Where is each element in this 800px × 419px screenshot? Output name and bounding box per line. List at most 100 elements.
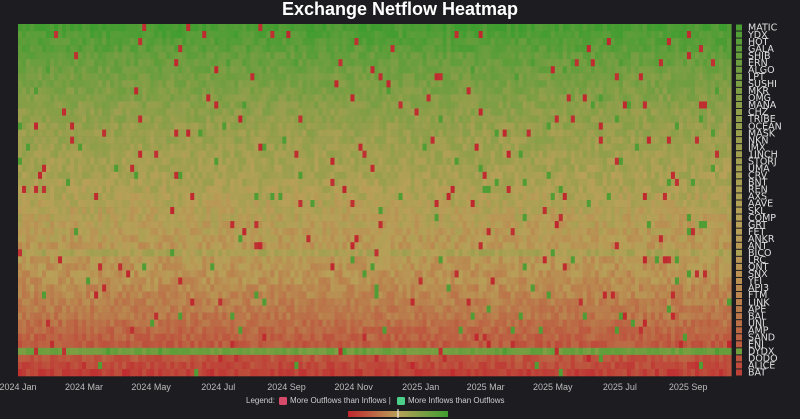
- heatmap-cell: [542, 207, 548, 215]
- heatmap-cell: [286, 66, 291, 74]
- heatmap-cell: [518, 122, 524, 130]
- heatmap-cell: [186, 192, 191, 201]
- heatmap-cell: [510, 122, 516, 130]
- heatmap-cell: [334, 94, 340, 102]
- heatmap-cell: [506, 171, 512, 180]
- heatmap-cell: [530, 136, 536, 144]
- heatmap-cell: [122, 129, 127, 137]
- heatmap-cell: [722, 192, 728, 201]
- heatmap-cell: [46, 150, 51, 159]
- heatmap-cell: [678, 66, 684, 74]
- heatmap-cell: [550, 73, 556, 81]
- heatmap-cell: [170, 45, 175, 53]
- heatmap-cell: [266, 31, 271, 39]
- heatmap-cell: [382, 80, 388, 88]
- heatmap-cell: [230, 45, 235, 53]
- heatmap-cell: [310, 115, 316, 123]
- heatmap-cell: [510, 200, 516, 208]
- heatmap-cell: [290, 59, 295, 67]
- heatmap-cell: [630, 214, 636, 222]
- heatmap-cell: [722, 129, 728, 137]
- heatmap-cell: [550, 59, 556, 67]
- heatmap-cell: [678, 178, 684, 187]
- heatmap-cell: [690, 73, 696, 81]
- heatmap-cell: [198, 108, 203, 116]
- heatmap-cell: [294, 87, 299, 95]
- heatmap-cell: [22, 73, 27, 81]
- heatmap-cell: [590, 129, 596, 137]
- heatmap-cell: [118, 164, 123, 173]
- heatmap-cell: [558, 200, 564, 208]
- heatmap-cell: [210, 129, 215, 137]
- heatmap-cell: [54, 122, 59, 130]
- heatmap-cell: [502, 192, 508, 201]
- heatmap-cell: [454, 164, 460, 173]
- heatmap-cell: [66, 129, 71, 137]
- heatmap-cell: [302, 73, 308, 81]
- heatmap-cell: [594, 157, 600, 166]
- heatmap-cell: [258, 185, 263, 194]
- heatmap-cell: [710, 80, 716, 88]
- heatmap-cell: [186, 178, 191, 187]
- heatmap-cell: [58, 108, 63, 116]
- heatmap-cell: [158, 45, 163, 53]
- heatmap-cell: [34, 150, 39, 159]
- heatmap-cell: [250, 45, 255, 53]
- heatmap-cell: [254, 122, 259, 130]
- heatmap-cell: [190, 87, 195, 95]
- heatmap-cell: [618, 192, 624, 201]
- heatmap-cell: [58, 38, 63, 46]
- heatmap-cell: [666, 24, 672, 32]
- heatmap-cell: [646, 171, 652, 180]
- heatmap-cell: [590, 185, 596, 194]
- heatmap-cell: [522, 87, 528, 95]
- heatmap-cell: [290, 150, 295, 159]
- heatmap-cell: [338, 129, 344, 137]
- heatmap-cell: [82, 164, 87, 173]
- heatmap-cell: [142, 66, 147, 74]
- heatmap-cell: [206, 101, 211, 109]
- heatmap-cell: [726, 214, 732, 222]
- heatmap-cell: [694, 171, 700, 180]
- heatmap-cell: [522, 122, 528, 130]
- heatmap-cell: [274, 178, 279, 187]
- heatmap-cell: [414, 192, 420, 201]
- heatmap-cell: [434, 143, 440, 152]
- heatmap-cell: [526, 73, 532, 81]
- heatmap-cell: [258, 157, 263, 166]
- heatmap-cell: [670, 45, 676, 53]
- heatmap-cell: [238, 45, 243, 53]
- heatmap-cell: [98, 192, 103, 201]
- heatmap-cell: [522, 31, 528, 39]
- heatmap-cell: [618, 214, 624, 222]
- heatmap-cell: [402, 66, 408, 74]
- heatmap-cell: [162, 38, 167, 46]
- heatmap-cell: [194, 80, 199, 88]
- heatmap-cell: [558, 80, 564, 88]
- heatmap-cell: [202, 185, 207, 194]
- heatmap-cell: [242, 94, 247, 102]
- heatmap-cell: [390, 108, 396, 116]
- heatmap-cell: [686, 171, 692, 180]
- heatmap-cell: [486, 185, 492, 194]
- heatmap-cell: [402, 80, 408, 88]
- heatmap-cell: [574, 73, 580, 81]
- heatmap-cell: [722, 207, 728, 215]
- heatmap-cell: [118, 94, 123, 102]
- heatmap-cell: [462, 164, 468, 173]
- heatmap-cell: [270, 73, 275, 81]
- heatmap-cell: [194, 66, 199, 74]
- heatmap-cell: [714, 157, 720, 166]
- heatmap-cell: [650, 157, 656, 166]
- heatmap-cell: [502, 164, 508, 173]
- heatmap-cell: [86, 94, 91, 102]
- heatmap-cell: [386, 66, 392, 74]
- heatmap-cell: [378, 157, 384, 166]
- heatmap-cell: [294, 24, 299, 32]
- heatmap-cell: [506, 129, 512, 137]
- heatmap-cell: [378, 150, 384, 159]
- heatmap-cell: [626, 87, 632, 95]
- heatmap-cell: [674, 66, 680, 74]
- heatmap-cell: [322, 45, 328, 53]
- heatmap-cell: [106, 192, 111, 201]
